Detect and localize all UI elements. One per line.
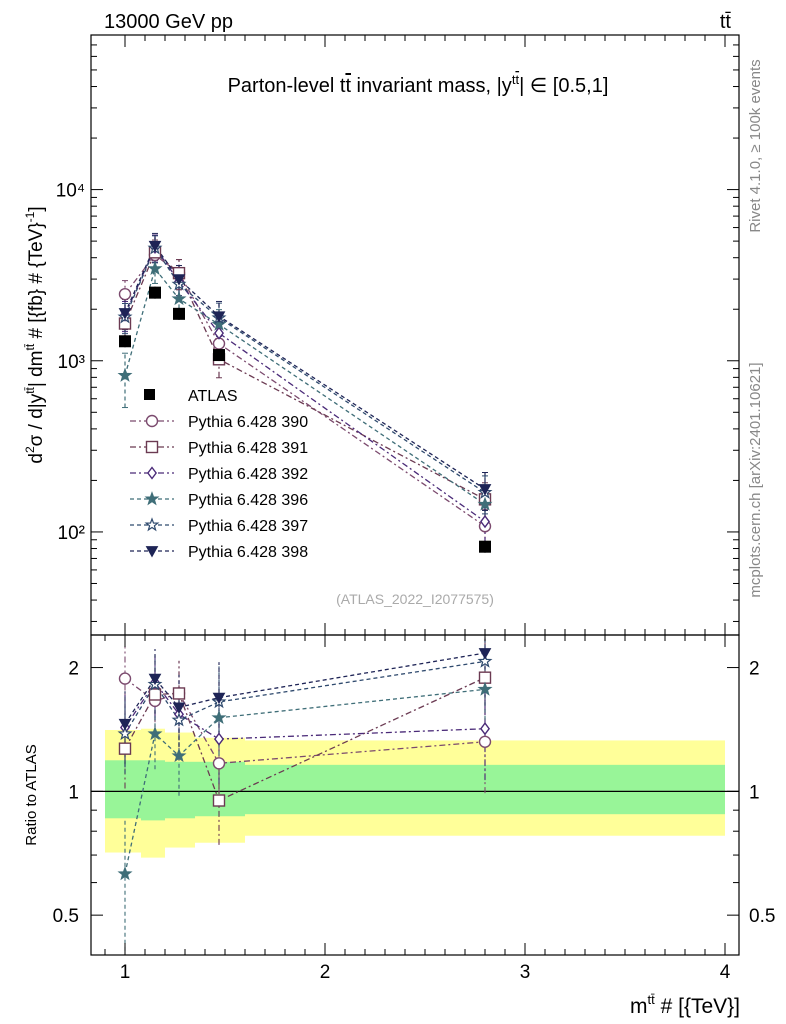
- ratio-point-1: [118, 672, 132, 685]
- series-point-6: [172, 274, 186, 286]
- main-y-axis-label: d2σ / d|ytt̄| dmtt̄ # [{fb} # {TeV}-1]: [23, 206, 47, 463]
- ratio-y-tick-label-right: 2: [749, 659, 760, 680]
- series-point-4: [147, 260, 163, 276]
- header-process-label: tt̄: [720, 11, 732, 33]
- series-point-6: [118, 308, 132, 320]
- ratio-y-tick-label: 0.5: [53, 906, 79, 927]
- ratio-point-5: [477, 653, 493, 668]
- atlas-data-point: [173, 307, 185, 320]
- x-tick-label: 3: [520, 962, 531, 983]
- main-y-tick-label: 10³: [58, 352, 85, 373]
- ratio-panel: 0.5 0.5 1 1 2 2 1 2 3 4 Ratio to ATLAS mtt̄ # [{T…: [23, 634, 775, 1018]
- atlas-data-point: [479, 540, 491, 553]
- atlas-data-point: [213, 349, 225, 362]
- ratio-y-tick-label-right: 0.5: [749, 906, 775, 927]
- legend-label-3: Pythia 6.428 392: [188, 466, 308, 483]
- ratio-point-6: [478, 648, 492, 660]
- ratio-point-3: [214, 732, 224, 746]
- series-point-4: [171, 291, 187, 306]
- legend-label-5: Pythia 6.428 397: [188, 518, 308, 535]
- ratio-point-6: [118, 718, 132, 731]
- x-tick-label: 4: [720, 962, 731, 983]
- legend-marker-4: [144, 491, 160, 506]
- inner-uncertainty-band: [165, 761, 195, 819]
- ratio-point-3: [480, 722, 490, 736]
- series-point-6: [212, 311, 226, 323]
- header-energy-label: 13000 GeV pp: [104, 11, 233, 33]
- legend-marker-atlas: [144, 389, 155, 400]
- legend-marker-2: [145, 440, 159, 454]
- legend-marker-5: [144, 517, 160, 532]
- ratio-point-5: [171, 712, 187, 727]
- ratio-point-4: [477, 681, 493, 696]
- ratio-point-2: [478, 671, 492, 684]
- mcplots-label: mcplots.cern.ch [arXiv:2401.10621]: [747, 362, 764, 597]
- ratio-point-1: [478, 735, 492, 748]
- ratio-y-axis-label: Ratio to ATLAS: [23, 744, 40, 845]
- x-axis-label: mtt̄ # [{TeV}]: [630, 992, 740, 1018]
- atlas-data-point: [149, 286, 161, 299]
- atlas-data-point: [119, 335, 131, 348]
- series-point-6: [148, 240, 162, 253]
- series-point-4: [211, 316, 227, 331]
- ratio-y-tick-label: 2: [68, 659, 79, 680]
- ratio-point-6: [212, 692, 226, 705]
- ratio-point-4: [147, 726, 163, 741]
- legend-label-1: Pythia 6.428 390: [188, 414, 308, 431]
- series-point-1: [118, 287, 132, 301]
- ratio-point-4: [171, 748, 187, 763]
- main-y-tick-label: 10²: [58, 523, 85, 544]
- ratio-point-2: [212, 794, 226, 807]
- legend-marker-6: [145, 546, 159, 558]
- ratio-point-2: [118, 742, 132, 755]
- ratio-y-tick-label-right: 1: [749, 782, 760, 803]
- series-point-4: [117, 367, 133, 382]
- x-tick-label: 2: [320, 962, 331, 983]
- ratio-point-2: [172, 687, 186, 700]
- legend: ATLAS Pythia 6.428 390 Pythia 6.428 391 Pyt…: [130, 388, 308, 561]
- legend-label-2: Pythia 6.428 391: [188, 440, 308, 457]
- chart-title: Parton-level tt invariant mass, |ytt| ∈ …: [228, 72, 609, 97]
- legend-label-6: Pythia 6.428 398: [188, 544, 308, 561]
- legend-label-4: Pythia 6.428 396: [188, 492, 308, 509]
- main-y-tick-label: 10⁴: [56, 181, 85, 202]
- ratio-point-4: [117, 866, 133, 881]
- series-line-5: [124, 246, 486, 494]
- ratio-point-5: [117, 726, 133, 741]
- legend-marker-1: [145, 414, 159, 428]
- ratio-point-6: [148, 673, 162, 686]
- inner-uncertainty-band: [105, 760, 141, 819]
- ratio-y-tick-label: 1: [68, 782, 79, 803]
- ratio-point-4: [211, 709, 227, 725]
- series-point-3: [214, 326, 224, 340]
- series-point-3: [480, 514, 490, 529]
- series-point-4: [477, 496, 493, 511]
- legend-label-atlas: ATLAS: [188, 388, 238, 405]
- rivet-version-label: Rivet 4.1.0, ≥ 100k events: [747, 59, 764, 232]
- legend-marker-3: [147, 466, 157, 480]
- inner-uncertainty-band: [195, 761, 245, 817]
- series-point-6: [478, 484, 492, 496]
- ratio-point-6: [172, 702, 186, 714]
- series-line-2: [124, 251, 486, 500]
- ratio-point-1: [212, 757, 226, 770]
- analysis-watermark: (ATLAS_2022_I2077575): [336, 591, 494, 607]
- x-tick-label: 1: [120, 962, 131, 983]
- inner-uncertainty-band: [141, 760, 165, 821]
- ratio-point-2: [148, 688, 162, 701]
- ratio-panel-frame: [90, 634, 740, 956]
- main-panel: 10² 10³ 10⁴ Parton-level tt invariant mass…: [23, 34, 740, 636]
